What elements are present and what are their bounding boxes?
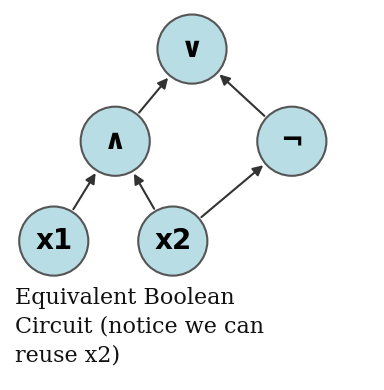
Circle shape [138, 207, 207, 276]
Text: Equivalent Boolean
Circuit (notice we can
reuse x2): Equivalent Boolean Circuit (notice we ca… [15, 287, 264, 367]
Text: x2: x2 [154, 227, 192, 255]
Text: ¬: ¬ [280, 127, 303, 155]
Text: ∧: ∧ [104, 127, 126, 155]
Circle shape [157, 14, 227, 83]
Text: x1: x1 [35, 227, 72, 255]
Circle shape [19, 207, 88, 276]
Text: ∨: ∨ [181, 35, 203, 63]
Circle shape [257, 107, 326, 176]
Circle shape [81, 107, 150, 176]
